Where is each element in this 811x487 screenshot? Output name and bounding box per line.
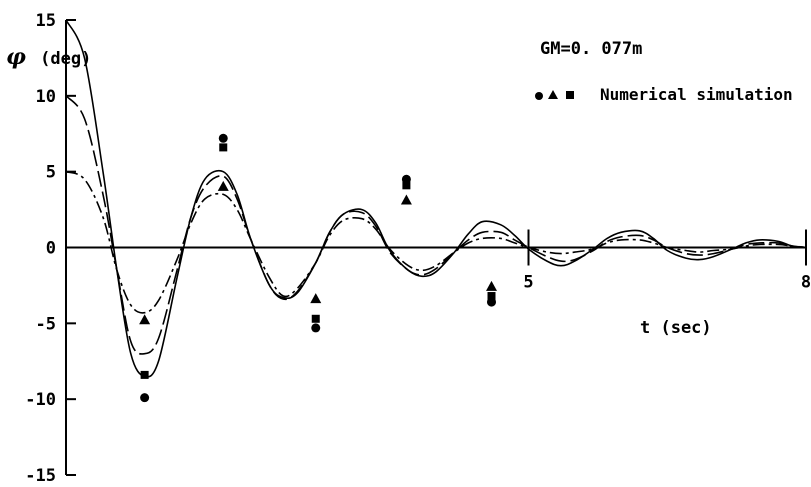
marker-circle: [311, 323, 321, 333]
gm-annotation: GM=0. 077m: [540, 39, 642, 59]
y-tick-label: -5: [36, 314, 56, 334]
legend-square-marker: [566, 91, 574, 99]
marker-square: [140, 370, 149, 379]
marker-triangle: [310, 293, 322, 304]
marker-square: [219, 143, 228, 152]
x-tick-label: 8: [801, 273, 811, 293]
y-tick-label: -10: [25, 390, 56, 410]
marker-layer: [139, 133, 497, 403]
series-line-dash-dot: [65, 170, 807, 314]
y-axis-unit: (deg): [40, 49, 91, 69]
x-tick-label: 5: [523, 273, 533, 293]
marker-triangle: [217, 180, 229, 191]
legend-triangle-marker: [548, 90, 558, 99]
marker-circle: [140, 393, 150, 403]
marker-square: [487, 292, 496, 301]
marker-circle: [218, 133, 228, 143]
series-line-long-dash: [65, 95, 807, 355]
chart-axes: 15 10 5 0 -5 -10 -15 5 8: [25, 11, 811, 486]
series-layer: [65, 19, 807, 378]
y-tick-label: 15: [36, 11, 56, 31]
legend-circle-marker: [535, 92, 543, 100]
marker-triangle: [400, 194, 412, 205]
x-axis-label: t (sec): [640, 318, 712, 338]
marker-triangle: [486, 280, 497, 291]
marker-triangle: [139, 314, 151, 325]
y-tick-label: 10: [36, 87, 56, 107]
labels-layer: φ (deg) t (sec) GM=0. 077m Numerical sim…: [6, 39, 793, 338]
legend: Numerical simulation: [535, 85, 793, 104]
y-axis-label: φ (deg): [6, 44, 91, 70]
y-tick-label: 5: [46, 163, 56, 183]
marker-square: [402, 181, 411, 190]
y-tick-label: -15: [25, 466, 56, 486]
legend-label: Numerical simulation: [600, 85, 793, 104]
y-tick-label: 0: [46, 239, 56, 259]
marker-square: [311, 314, 320, 323]
series-line-solid: [65, 19, 807, 378]
y-axis-symbol: φ: [6, 44, 26, 70]
